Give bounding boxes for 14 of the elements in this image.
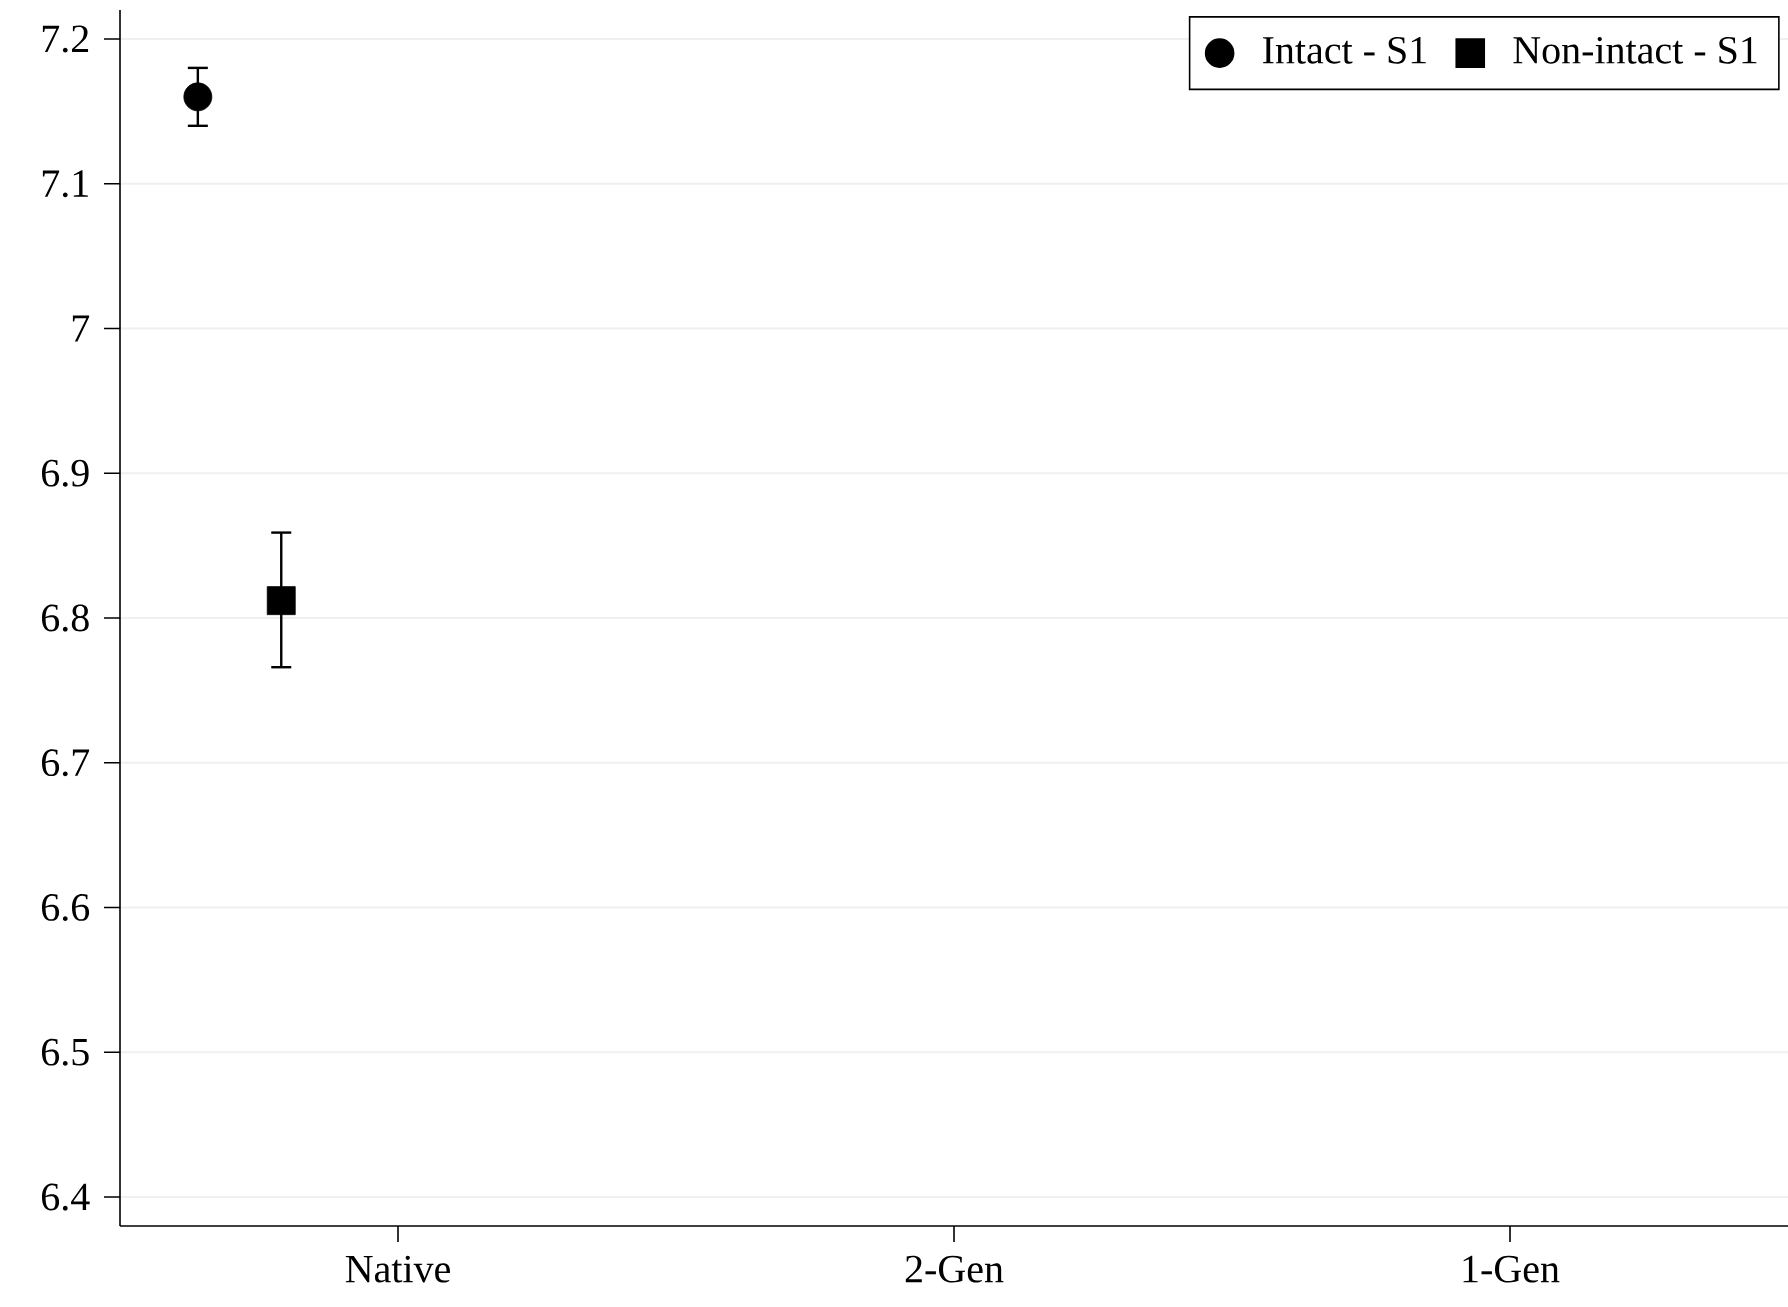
x-tick-label: 2-Gen xyxy=(905,1255,1004,1283)
y-tick-label: 6.4 xyxy=(41,1183,90,1211)
y-tick-label: 7 xyxy=(72,315,90,342)
y-tick-label: 7.1 xyxy=(42,170,88,198)
x-tick-label: 1-Gen xyxy=(1463,1255,1560,1283)
y-tick-label: 7.2 xyxy=(42,25,89,53)
y-tick-label: 6.5 xyxy=(41,1038,89,1066)
x-tick-label: Native xyxy=(345,1255,450,1283)
y-tick-label: 6.9 xyxy=(41,459,89,487)
y-tick-label: 6.6 xyxy=(41,894,90,922)
legend-label: Intact - S1 xyxy=(1263,36,1426,64)
legend-label: Non-intact - S1 xyxy=(1513,36,1757,64)
y-tick-label: 6.7 xyxy=(41,749,90,777)
y-tick-label: 6.8 xyxy=(41,604,89,632)
